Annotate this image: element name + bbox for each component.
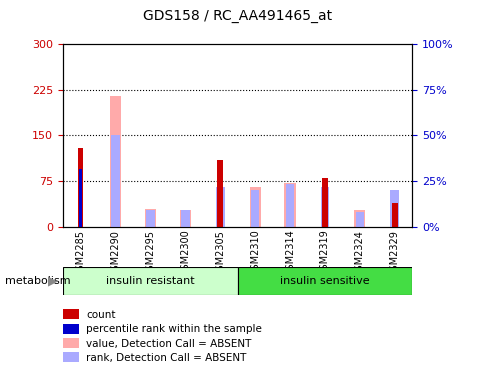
Bar	[390, 190, 398, 227]
Bar	[320, 187, 329, 227]
Text: GDS158 / RC_AA491465_at: GDS158 / RC_AA491465_at	[143, 9, 332, 23]
Bar	[353, 210, 365, 227]
Bar	[355, 212, 363, 227]
Bar	[284, 183, 295, 227]
Text: ▶: ▶	[47, 274, 57, 287]
Bar	[250, 190, 259, 227]
Text: rank, Detection Call = ABSENT: rank, Detection Call = ABSENT	[86, 353, 246, 363]
Text: percentile rank within the sample: percentile rank within the sample	[86, 324, 262, 334]
Bar	[249, 187, 260, 227]
Text: count: count	[86, 310, 116, 320]
Bar	[181, 210, 189, 227]
Bar	[63, 309, 78, 319]
Bar	[63, 338, 78, 348]
Bar	[217, 160, 223, 227]
Text: metabolism: metabolism	[5, 276, 70, 286]
Bar	[63, 324, 78, 334]
FancyBboxPatch shape	[63, 267, 237, 295]
Text: insulin resistant: insulin resistant	[106, 276, 194, 286]
Bar	[391, 202, 397, 227]
Bar	[144, 209, 156, 227]
Bar	[63, 352, 78, 362]
Bar	[321, 178, 327, 227]
Bar	[78, 169, 82, 227]
FancyBboxPatch shape	[237, 267, 411, 295]
Bar	[285, 184, 294, 227]
Bar	[111, 135, 120, 227]
Text: insulin sensitive: insulin sensitive	[280, 276, 369, 286]
Bar	[77, 147, 83, 227]
Bar	[179, 210, 191, 227]
Bar	[215, 187, 224, 227]
Bar	[109, 96, 121, 227]
Bar	[146, 210, 154, 227]
Text: value, Detection Call = ABSENT: value, Detection Call = ABSENT	[86, 339, 251, 348]
